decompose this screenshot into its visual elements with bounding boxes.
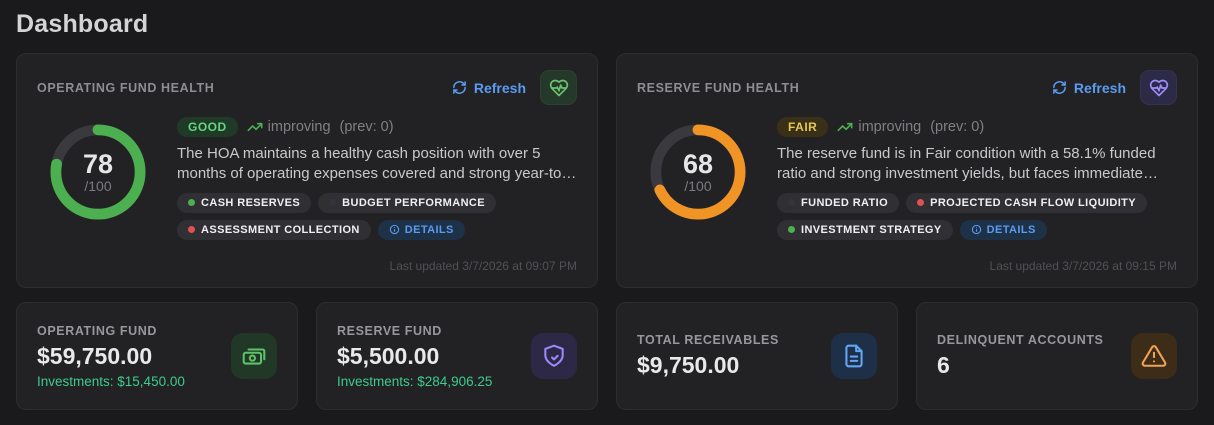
last-updated-text: Last updated 3/7/2026 at 09:07 PM <box>389 259 577 273</box>
total-receivables-stat-card: TOTAL RECEIVABLES $9,750.00 <box>616 302 898 410</box>
gauge-score: 78 <box>82 149 114 180</box>
tag-status-dot <box>329 199 337 207</box>
refresh-button[interactable]: Refresh <box>452 80 526 96</box>
info-icon <box>971 224 982 235</box>
stat-label: TOTAL RECEIVABLES <box>637 333 779 347</box>
details-button[interactable]: DETAILS <box>377 219 465 240</box>
card-title: OPERATING FUND HEALTH <box>37 80 215 95</box>
gauge-max: /100 <box>84 177 112 194</box>
delinquent-accounts-stat-card: DELINQUENT ACCOUNTS 6 <box>916 302 1198 410</box>
shield-check-icon <box>541 343 567 369</box>
investments-text: Investments: $15,450.00 <box>37 373 185 389</box>
tag-label: CASH RESERVES <box>201 196 301 209</box>
reserve-fund-stat-card: RESERVE FUND $5,500.00 Investments: $284… <box>316 302 598 410</box>
stat-value: $5,500.00 <box>337 342 440 369</box>
details-label: DETAILS <box>986 223 1036 236</box>
tag-label: INVESTMENT STRATEGY <box>801 223 942 236</box>
stat-value: $59,750.00 <box>37 342 153 369</box>
tag-status-dot <box>917 199 925 207</box>
last-updated-text: Last updated 3/7/2026 at 09:15 PM <box>989 259 1177 273</box>
operating-fund-stat-card: OPERATING FUND $59,750.00 Investments: $… <box>16 302 298 410</box>
factor-tag: PROJECTED CASH FLOW LIQUIDITY <box>906 192 1148 213</box>
operating-fund-health-card: OPERATING FUND HEALTH Refresh <box>16 53 598 288</box>
status-badge: GOOD <box>177 117 238 137</box>
factor-tag: INVESTMENT STRATEGY <box>777 219 953 240</box>
trend-prev: (prev: 0) <box>930 119 985 135</box>
trend-indicator: improving <box>837 119 921 135</box>
tag-status-dot <box>188 226 195 234</box>
heart-pulse-icon <box>1149 78 1169 98</box>
tag-status-dot <box>188 199 195 207</box>
investments-text: Investments: $284,906.25 <box>337 373 493 389</box>
info-icon <box>389 224 400 235</box>
stat-icon-tile <box>531 333 577 379</box>
health-pulse-button[interactable] <box>540 70 577 105</box>
document-icon <box>841 343 867 369</box>
refresh-icon <box>1052 80 1067 95</box>
health-score-gauge: 78 /100 <box>49 123 147 221</box>
health-description: The reserve fund is in Fair condition wi… <box>777 145 1156 182</box>
factor-tag: FUNDED RATIO <box>777 192 900 213</box>
tag-label: PROJECTED CASH FLOW LIQUIDITY <box>930 196 1137 209</box>
stat-value: 6 <box>937 352 950 378</box>
reserve-fund-health-card: RESERVE FUND HEALTH Refresh <box>616 53 1198 288</box>
health-pulse-button[interactable] <box>1140 70 1177 105</box>
health-cards-row: OPERATING FUND HEALTH Refresh <box>16 53 1198 288</box>
tag-status-dot <box>788 199 795 207</box>
factor-tag: ASSESSMENT COLLECTION <box>177 219 371 240</box>
banknotes-icon <box>241 343 267 369</box>
trending-up-icon <box>247 119 263 135</box>
trend-indicator: improving <box>247 119 331 135</box>
stat-icon-tile <box>831 333 877 379</box>
heart-pulse-icon <box>549 78 569 98</box>
factor-tags: CASH RESERVES BUDGET PERFORMANCE ASSESSM… <box>177 192 577 240</box>
details-button[interactable]: DETAILS <box>959 219 1047 240</box>
stat-cards-row: OPERATING FUND $59,750.00 Investments: $… <box>16 302 1198 410</box>
warning-triangle-icon <box>1141 343 1167 369</box>
stat-icon-tile <box>1131 333 1177 379</box>
gauge-score: 68 <box>682 149 714 180</box>
details-label: DETAILS <box>404 223 454 236</box>
refresh-label: Refresh <box>1073 79 1126 96</box>
trend-prev: (prev: 0) <box>339 119 394 135</box>
factor-tag: BUDGET PERFORMANCE <box>318 192 497 213</box>
trend-label: improving <box>858 119 922 135</box>
stat-icon-tile <box>231 333 277 379</box>
stat-label: DELINQUENT ACCOUNTS <box>937 333 1104 347</box>
refresh-label: Refresh <box>473 79 526 96</box>
trending-up-icon <box>837 119 853 135</box>
gauge-max: /100 <box>684 177 712 194</box>
trend-label: improving <box>267 119 331 135</box>
health-score-gauge: 68 /100 <box>649 123 747 221</box>
tag-label: BUDGET PERFORMANCE <box>342 196 486 209</box>
factor-tag: CASH RESERVES <box>177 192 312 213</box>
stat-value: $9,750.00 <box>637 352 740 378</box>
page-title: Dashboard <box>16 10 149 38</box>
tag-status-dot <box>788 226 795 234</box>
card-title: RESERVE FUND HEALTH <box>637 80 800 95</box>
stat-label: RESERVE FUND <box>337 323 442 338</box>
refresh-icon <box>452 80 467 95</box>
refresh-button[interactable]: Refresh <box>1052 80 1126 96</box>
health-description: The HOA maintains a healthy cash positio… <box>177 145 567 182</box>
stat-label: OPERATING FUND <box>37 323 157 338</box>
tag-label: FUNDED RATIO <box>801 196 889 209</box>
status-badge: FAIR <box>777 117 829 137</box>
tag-label: ASSESSMENT COLLECTION <box>201 223 360 236</box>
factor-tags: FUNDED RATIO PROJECTED CASH FLOW LIQUIDI… <box>777 192 1177 240</box>
